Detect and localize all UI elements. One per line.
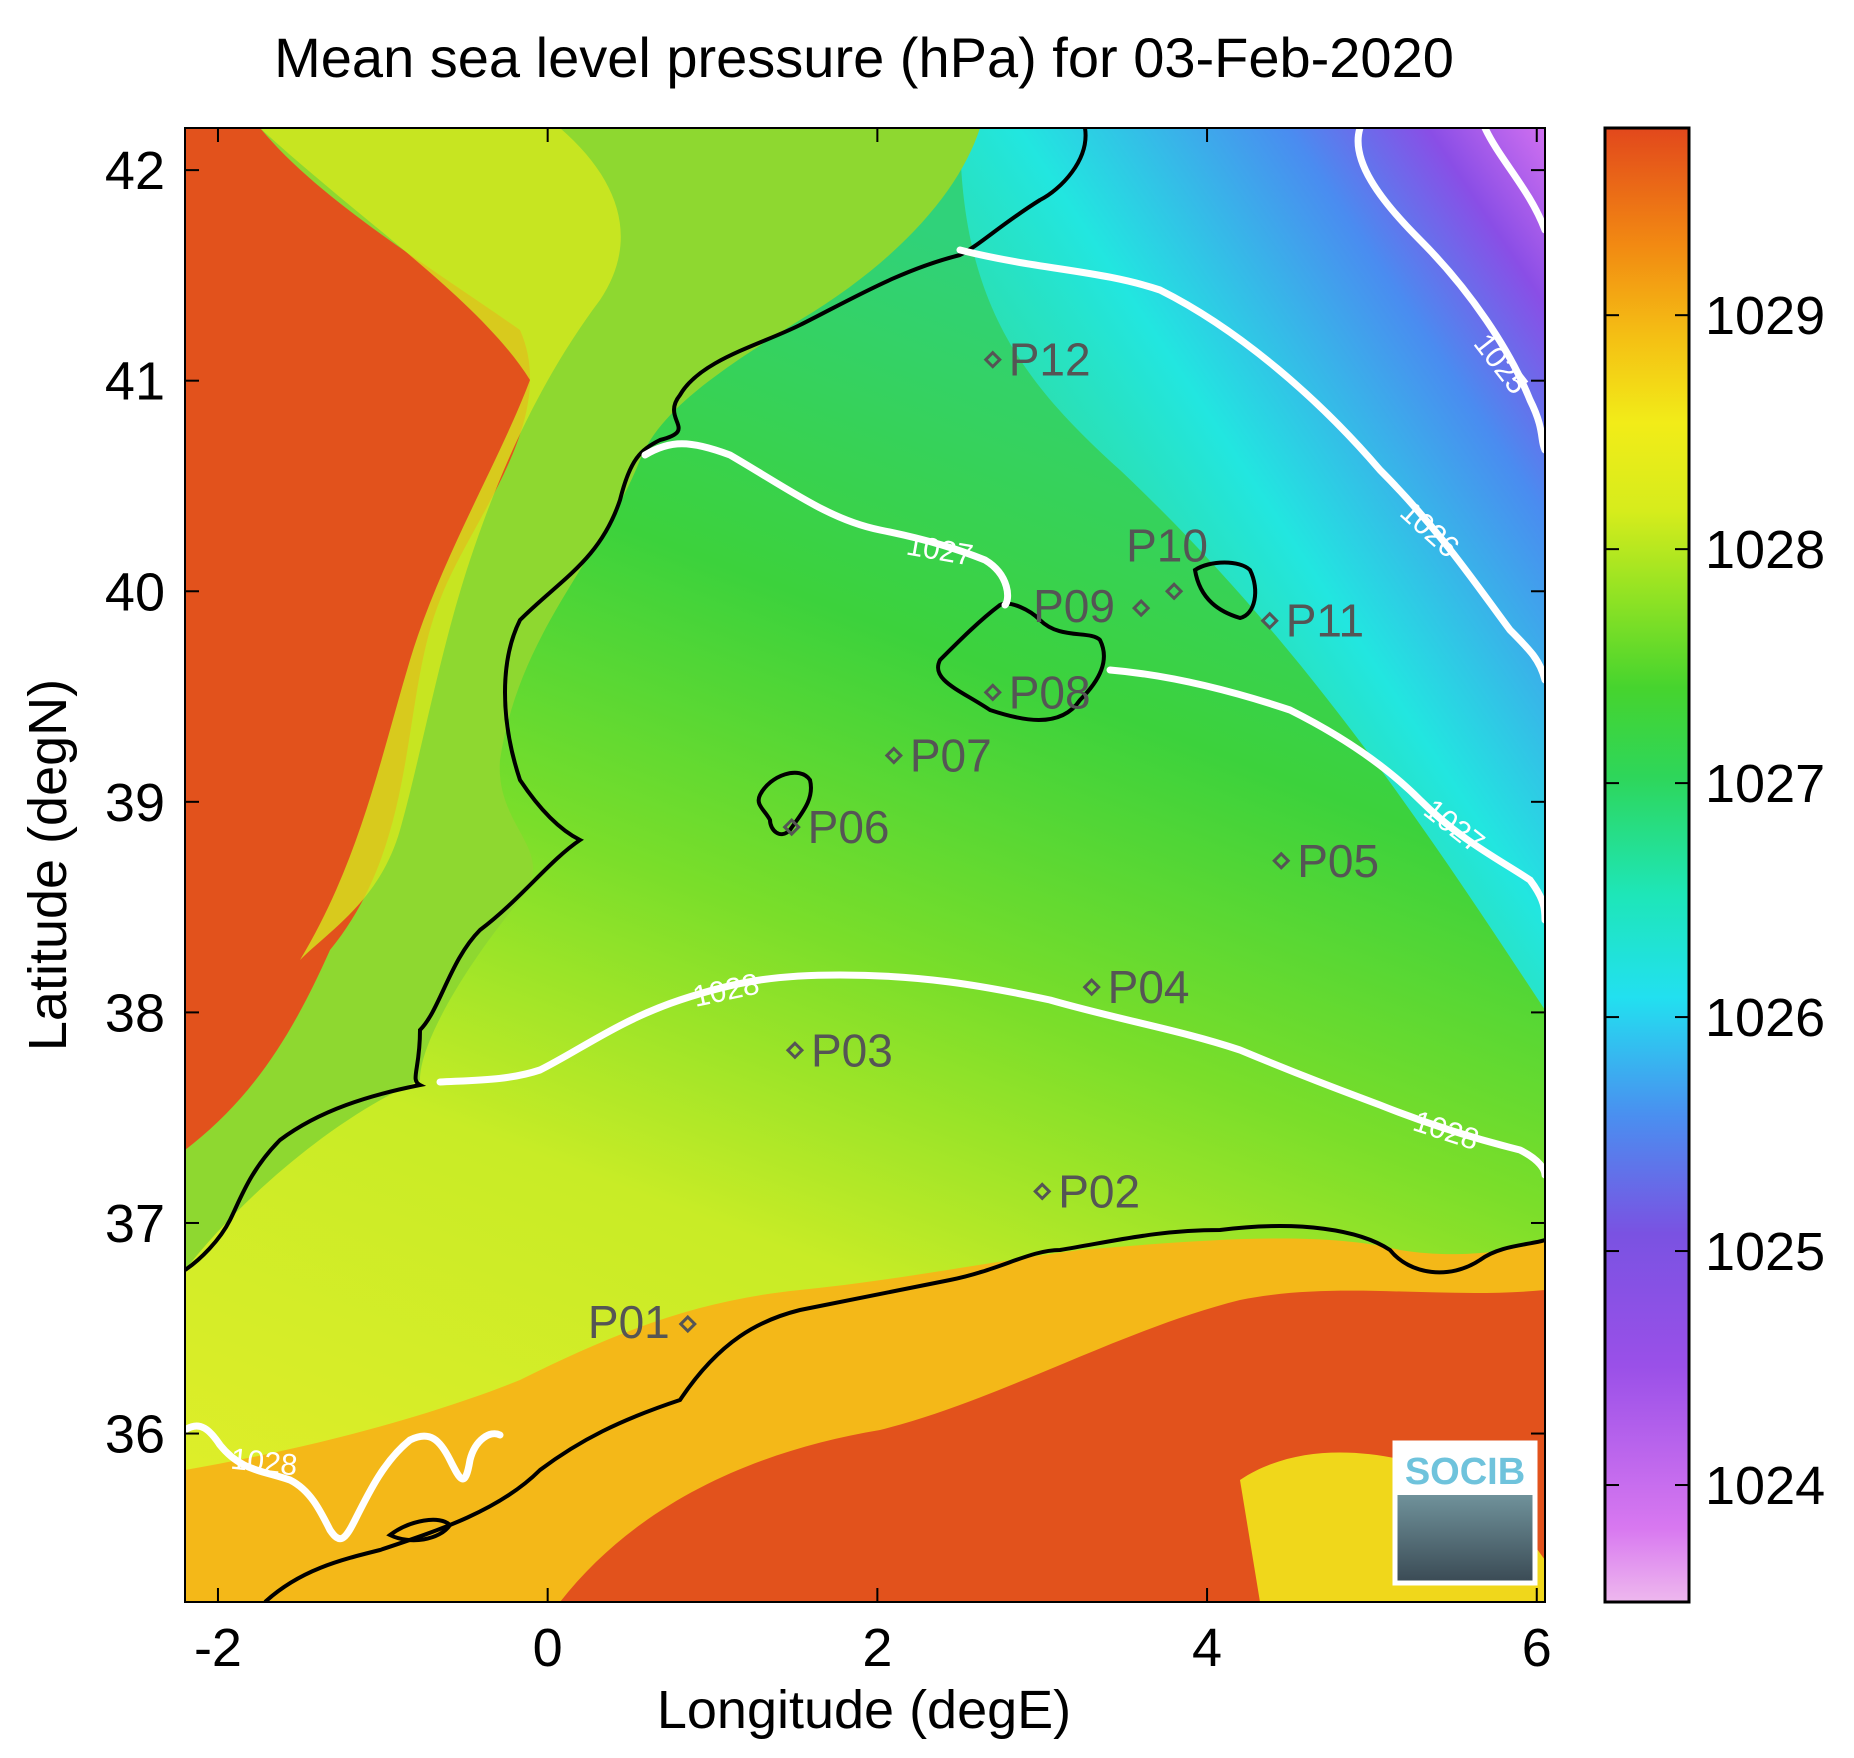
station-marker [983,683,1002,702]
colorbar-tick-label: 1028 [1705,520,1825,580]
mallorca-coastline [936,601,1106,722]
y-tick-label: 40 [105,562,165,622]
x-tick-label: 4 [1192,1618,1222,1678]
station-label: P12 [1009,334,1091,386]
station-label: P10 [1126,519,1208,571]
plot-frame [184,127,1546,1603]
map-panel: 1025 1026 1027 1027 1028 1028 1028 P01P0… [185,128,1545,1602]
station-marker [1272,851,1291,870]
y-axis: 36 37 38 39 40 41 42 [105,141,1545,1465]
y-tick-label: 38 [105,983,165,1043]
station-marker [983,350,1002,369]
iberia-interior-high [185,128,531,1150]
contour-1027-north [641,440,1011,609]
station-label: P11 [1286,595,1364,647]
station-label: P03 [811,1024,893,1076]
station-marker [884,746,903,765]
station-label: P02 [1058,1165,1140,1217]
contour-1025 [1354,128,1545,454]
colorbar-gradient [1603,126,1691,1604]
northeast-low-pressure-field [960,128,1545,1010]
station-marker [1033,1182,1052,1201]
station-marker [782,817,801,837]
station-label: P04 [1108,961,1190,1013]
contour-1028 [436,971,1545,1179]
y-tick-label: 42 [105,141,165,201]
station-marker [678,1314,697,1334]
iberia-mid-elevation [260,128,621,960]
contour-label-1028-southwest: 1028 [229,1443,299,1483]
station-label: P01 [588,1296,670,1348]
y-tick-label: 37 [105,1194,165,1254]
contour-1025-upper [1481,128,1545,234]
y-axis-label: Latitude (degN) [18,679,78,1051]
alboran-island-coastline [386,1517,453,1543]
station-label: P05 [1297,835,1379,887]
station-label: P06 [808,801,890,853]
x-tick-label: 0 [533,1618,563,1678]
y-tick-label: 39 [105,773,165,833]
x-axis: -2 0 2 4 6 [194,128,1552,1678]
menorca-coastline [1192,560,1258,621]
ibiza-coastline [756,770,813,837]
contour-1027-east [1106,666,1545,924]
contour-1028-southwest [185,1422,504,1543]
x-tick-label: -2 [194,1618,242,1678]
station-marker [1082,978,1101,997]
station-label: P07 [910,730,992,782]
station-label: P09 [1033,580,1115,632]
coastlines [185,128,1545,1602]
x-axis-label: Longitude (degE) [657,1680,1071,1740]
colorbar: 1024 1025 1026 1027 1028 1029 [1603,126,1825,1604]
pressure-contours [185,128,1545,1543]
station-marker [1131,598,1151,618]
colorbar-tick-label: 1025 [1705,1222,1825,1282]
station-marker [785,1041,805,1060]
x-tick-label: 6 [1522,1618,1552,1678]
colorbar-tick-label: 1024 [1705,1456,1825,1516]
y-tick-label: 41 [105,352,165,412]
colorbar-tick-label: 1026 [1705,988,1825,1048]
y-tick-label: 36 [105,1405,165,1465]
contour-1026 [956,246,1545,684]
colorbar-tick-label: 1027 [1705,754,1825,814]
socib-logo-header [1397,1445,1533,1495]
x-tick-label: 2 [862,1618,892,1678]
north-africa-coastline [263,1224,1545,1602]
chart-title: Mean sea level pressure (hPa) for 03-Feb… [274,26,1454,89]
colorbar-tick-label: 1029 [1705,286,1825,346]
socib-logo-text: SOCIB [1405,1451,1525,1493]
station-marker [1164,582,1184,601]
socib-logo: SOCIB [1392,1440,1538,1586]
colorbar-ticks: 1024 1025 1026 1027 1028 1029 [1605,286,1825,1516]
station-label: P08 [1009,666,1091,718]
iberia-coastline [185,128,1088,1272]
station-marker [1260,611,1279,630]
